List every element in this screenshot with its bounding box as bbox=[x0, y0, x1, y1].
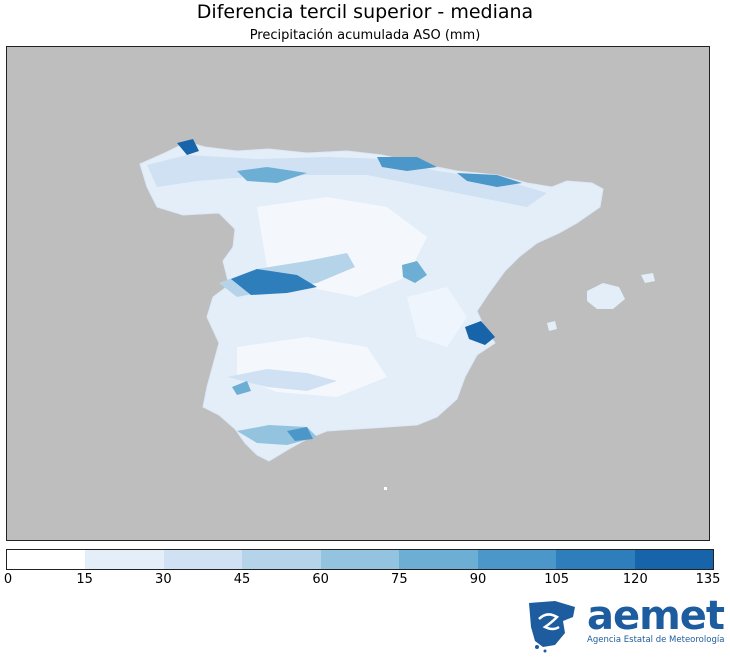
colorbar-tick-label: 30 bbox=[155, 572, 172, 587]
high-anomaly-spot bbox=[232, 381, 251, 395]
colorbar-segment bbox=[477, 550, 557, 569]
colorbar-tick-label: 60 bbox=[312, 572, 329, 587]
colorbar-segment bbox=[85, 550, 164, 569]
colorbar-tick-label: 75 bbox=[391, 572, 408, 587]
high-anomaly-spot bbox=[237, 167, 307, 183]
aemet-emblem-icon bbox=[529, 601, 575, 653]
balearic-islands bbox=[547, 321, 557, 331]
colorbar-segment bbox=[634, 550, 713, 569]
colorbar-tick-label: 90 bbox=[469, 572, 487, 587]
colorbar-segment bbox=[163, 550, 243, 569]
colorbar-tick-label: 45 bbox=[233, 572, 251, 587]
colorbar-ticks: 0 15 30 45 60 75 90 105 120 135 bbox=[3, 572, 721, 592]
colorbar-tick-label: 15 bbox=[76, 572, 93, 587]
colorbar bbox=[6, 549, 714, 570]
map-panel bbox=[6, 46, 710, 541]
precipitation-map bbox=[139, 139, 655, 490]
chart-subtitle: Precipitación acumulada ASO (mm) bbox=[249, 28, 481, 43]
colorbar-tick-label: 0 bbox=[3, 572, 13, 587]
high-anomaly-spot bbox=[377, 157, 437, 171]
high-anomaly-spot bbox=[402, 261, 427, 283]
colorbar-tick-label: 105 bbox=[544, 572, 570, 587]
balearic-islands bbox=[587, 283, 625, 309]
colorbar-segment bbox=[242, 550, 321, 569]
colorbar-segment bbox=[556, 550, 635, 569]
colorbar-tick-label: 120 bbox=[622, 572, 648, 587]
island-dot bbox=[384, 487, 387, 490]
logo-agency-text: Agencia Estatal de Meteorología bbox=[587, 635, 725, 645]
colorbar-segment bbox=[399, 550, 478, 569]
logo-wordmark: aemet bbox=[587, 593, 725, 639]
high-anomaly-spot bbox=[465, 321, 495, 345]
high-anomaly-spot bbox=[177, 139, 199, 155]
colorbar-segment bbox=[320, 550, 400, 569]
colorbar-segment bbox=[7, 550, 86, 569]
moderate-anomaly-band bbox=[227, 369, 337, 391]
low-anomaly-area bbox=[407, 287, 467, 347]
colorbar-tick-label: 135 bbox=[695, 572, 721, 587]
chart-title: Diferencia tercil superior - mediana bbox=[196, 1, 534, 23]
balearic-islands bbox=[641, 273, 655, 283]
aemet-logo: aemet Agencia Estatal de Meteorología bbox=[525, 593, 725, 653]
high-anomaly-spot bbox=[287, 427, 313, 441]
high-anomaly-spot bbox=[231, 269, 317, 295]
moderate-anomaly-band bbox=[147, 155, 547, 207]
high-anomaly-spot bbox=[457, 173, 522, 187]
